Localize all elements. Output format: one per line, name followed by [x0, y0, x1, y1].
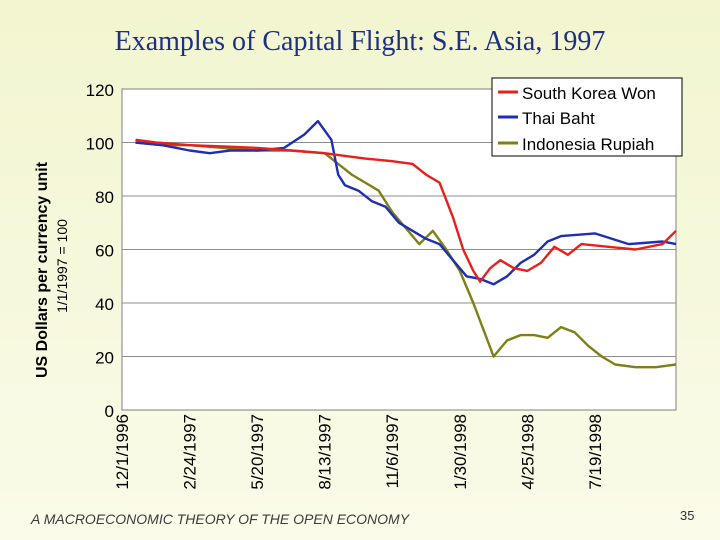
x-tick-label: 7/19/1998 — [586, 414, 605, 490]
slide-footer: A MACROECONOMIC THEORY OF THE OPEN ECONO… — [31, 511, 410, 527]
y-tick-label: 100 — [86, 135, 114, 154]
page-number: 35 — [680, 508, 695, 523]
y-axis-ticks: 0 20 40 60 80 100 120 — [86, 81, 114, 421]
legend: South Korea Won Thai Baht Indonesia Rupi… — [491, 77, 683, 157]
y-tick-label: 0 — [105, 402, 114, 421]
x-tick-label: 12/1/1996 — [113, 414, 132, 490]
x-tick-label: 4/25/1998 — [518, 414, 537, 490]
x-tick-label: 11/6/1997 — [383, 414, 402, 488]
x-axis-ticks: 12/1/1996 2/24/1997 5/20/1997 8/13/1997 11/6… — [113, 414, 605, 490]
legend-box — [491, 77, 683, 157]
series-layer — [135, 119, 677, 369]
x-tick-label: 5/20/1997 — [248, 414, 267, 490]
series-line-south-korea-won — [135, 138, 677, 283]
x-tick-label: 2/24/1997 — [181, 414, 200, 490]
y-axis-subtitle: 1/1/1997 = 100 — [54, 219, 70, 313]
y-tick-label: 20 — [95, 349, 114, 368]
legend-label-thai-baht: Thai Baht — [522, 109, 595, 128]
legend-label-south-korea-won: South Korea Won — [522, 84, 656, 103]
slide-title: Examples of Capital Flight: S.E. Asia, 1… — [114, 26, 606, 57]
y-tick-label: 60 — [95, 242, 114, 261]
x-tick-label: 8/13/1997 — [316, 414, 335, 490]
y-axis-title: US Dollars per currency unit — [34, 161, 51, 378]
x-tick-label: 1/30/1998 — [451, 414, 470, 490]
series-line-thai-baht — [135, 119, 677, 286]
y-tick-label: 120 — [86, 81, 114, 100]
legend-label-indonesia-rupiah: Indonesia Rupiah — [522, 135, 654, 154]
y-tick-label: 80 — [95, 188, 114, 207]
y-tick-label: 40 — [95, 295, 114, 314]
